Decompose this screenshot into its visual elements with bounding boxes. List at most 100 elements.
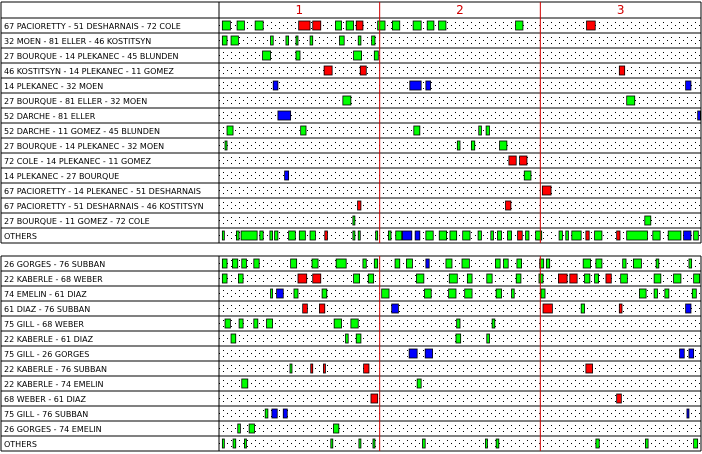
shift-bar [503,258,509,269]
shift-bar [282,408,288,419]
shift-bar [470,140,476,151]
shift-bar [679,348,685,359]
shift-bar [685,80,692,91]
shift-bar [693,230,699,241]
shift-bar [486,273,493,284]
shift-bar [664,288,670,299]
shift-bar [309,35,314,46]
shift-bar [541,185,552,196]
shift-bar [387,230,392,241]
shift-bar [371,35,376,46]
shift-bar [540,288,546,299]
shift-bar [372,438,376,449]
shift-bar [270,35,274,46]
shift-bar [511,288,515,299]
shift-bar [683,230,692,241]
shift-bar [310,363,314,374]
shift-bar [580,303,585,314]
shift-bar [426,20,435,31]
shift-bar [515,20,524,31]
shift-bar [585,363,593,374]
shift-bar [232,438,237,449]
shift-bar [497,230,502,241]
shift-bar [323,363,326,374]
shift-bar [302,303,308,314]
shift-bar [685,303,692,314]
shift-bar [266,318,273,329]
shift-bar [288,230,296,241]
shift-bar [644,215,652,226]
shift-bar [394,258,401,269]
row-label: 67 PACIORETTY - 51 DESHARNAIS - 72 COLE [4,22,181,31]
shift-bar [594,230,603,241]
row-label: OTHERS [4,440,37,449]
row-label: 22 KABERLE - 68 WEBER [4,275,103,284]
shift-bar [448,288,457,299]
shift-bar [402,230,413,241]
shift-bar [620,273,628,284]
shift-bar [237,423,241,434]
period-label-1: 1 [296,3,304,17]
shift-bar [507,230,512,241]
shift-bar [448,273,458,284]
shift-bar [226,125,234,136]
shift-bar [224,140,228,151]
shift-bar [391,20,401,31]
shift-bar [297,273,308,284]
shift-bar [236,230,240,241]
shift-bar [224,318,231,329]
shift-bar [253,258,260,269]
shift-bar [298,230,306,241]
shift-bar [495,258,501,269]
shift-bar [424,288,432,299]
row-label: 22 KABERLE - 74 EMELIN [4,380,103,389]
shift-bar [357,230,361,241]
shift-bar [335,258,347,269]
shift-bar [358,438,362,449]
shift-bar [425,80,431,91]
shift-bar [238,273,244,284]
shift-bar [357,200,362,211]
shift-bar [221,438,225,449]
row-label: 75 GILL - 68 WEBER [4,320,84,329]
shift-bar [408,348,418,359]
shift-bar [538,273,544,284]
shift-bar [285,35,290,46]
shift-bar [485,125,490,136]
shift-bar [413,125,421,136]
shift-bar [693,273,701,284]
shift-bar [254,20,264,31]
shift-bar [221,35,228,46]
shift-bar [618,303,623,314]
shift-bar [594,273,599,284]
shift-bar [350,318,359,329]
shift-bar [422,438,426,449]
shift-bar [339,35,345,46]
shift-bar [586,20,596,31]
shift-bar [298,20,311,31]
row-label: 14 PLEKANEC - 27 BOURQUE [4,172,119,181]
shift-bar [558,273,568,284]
shift-bar [295,50,301,61]
row-label: 27 BOURQUE - 81 ELLER - 32 MOEN [4,97,147,106]
shift-bar [517,230,523,241]
row-label: 26 GORGES - 76 SUBBAN [4,260,105,269]
row-label: 27 BOURQUE - 14 PLEKANEC - 32 MOEN [4,142,164,151]
shift-bar [652,230,661,241]
shift-bar [357,35,362,46]
shift-bar [355,333,362,344]
shift-bar [693,438,699,449]
row-label: 32 MOEN - 81 ELLER - 46 KOSTITSYN [4,37,151,46]
shift-bar [655,258,660,269]
shift-bar [353,273,360,284]
shift-bar [359,65,367,76]
shift-bar [312,273,322,284]
shift-bar [508,155,517,166]
shift-bar [653,288,658,299]
shift-bar [238,318,244,329]
shift-bar [270,288,273,299]
shift-bar [330,438,334,449]
shift-bar [645,438,649,449]
shift-bar [319,303,326,314]
shift-bar [425,258,430,269]
